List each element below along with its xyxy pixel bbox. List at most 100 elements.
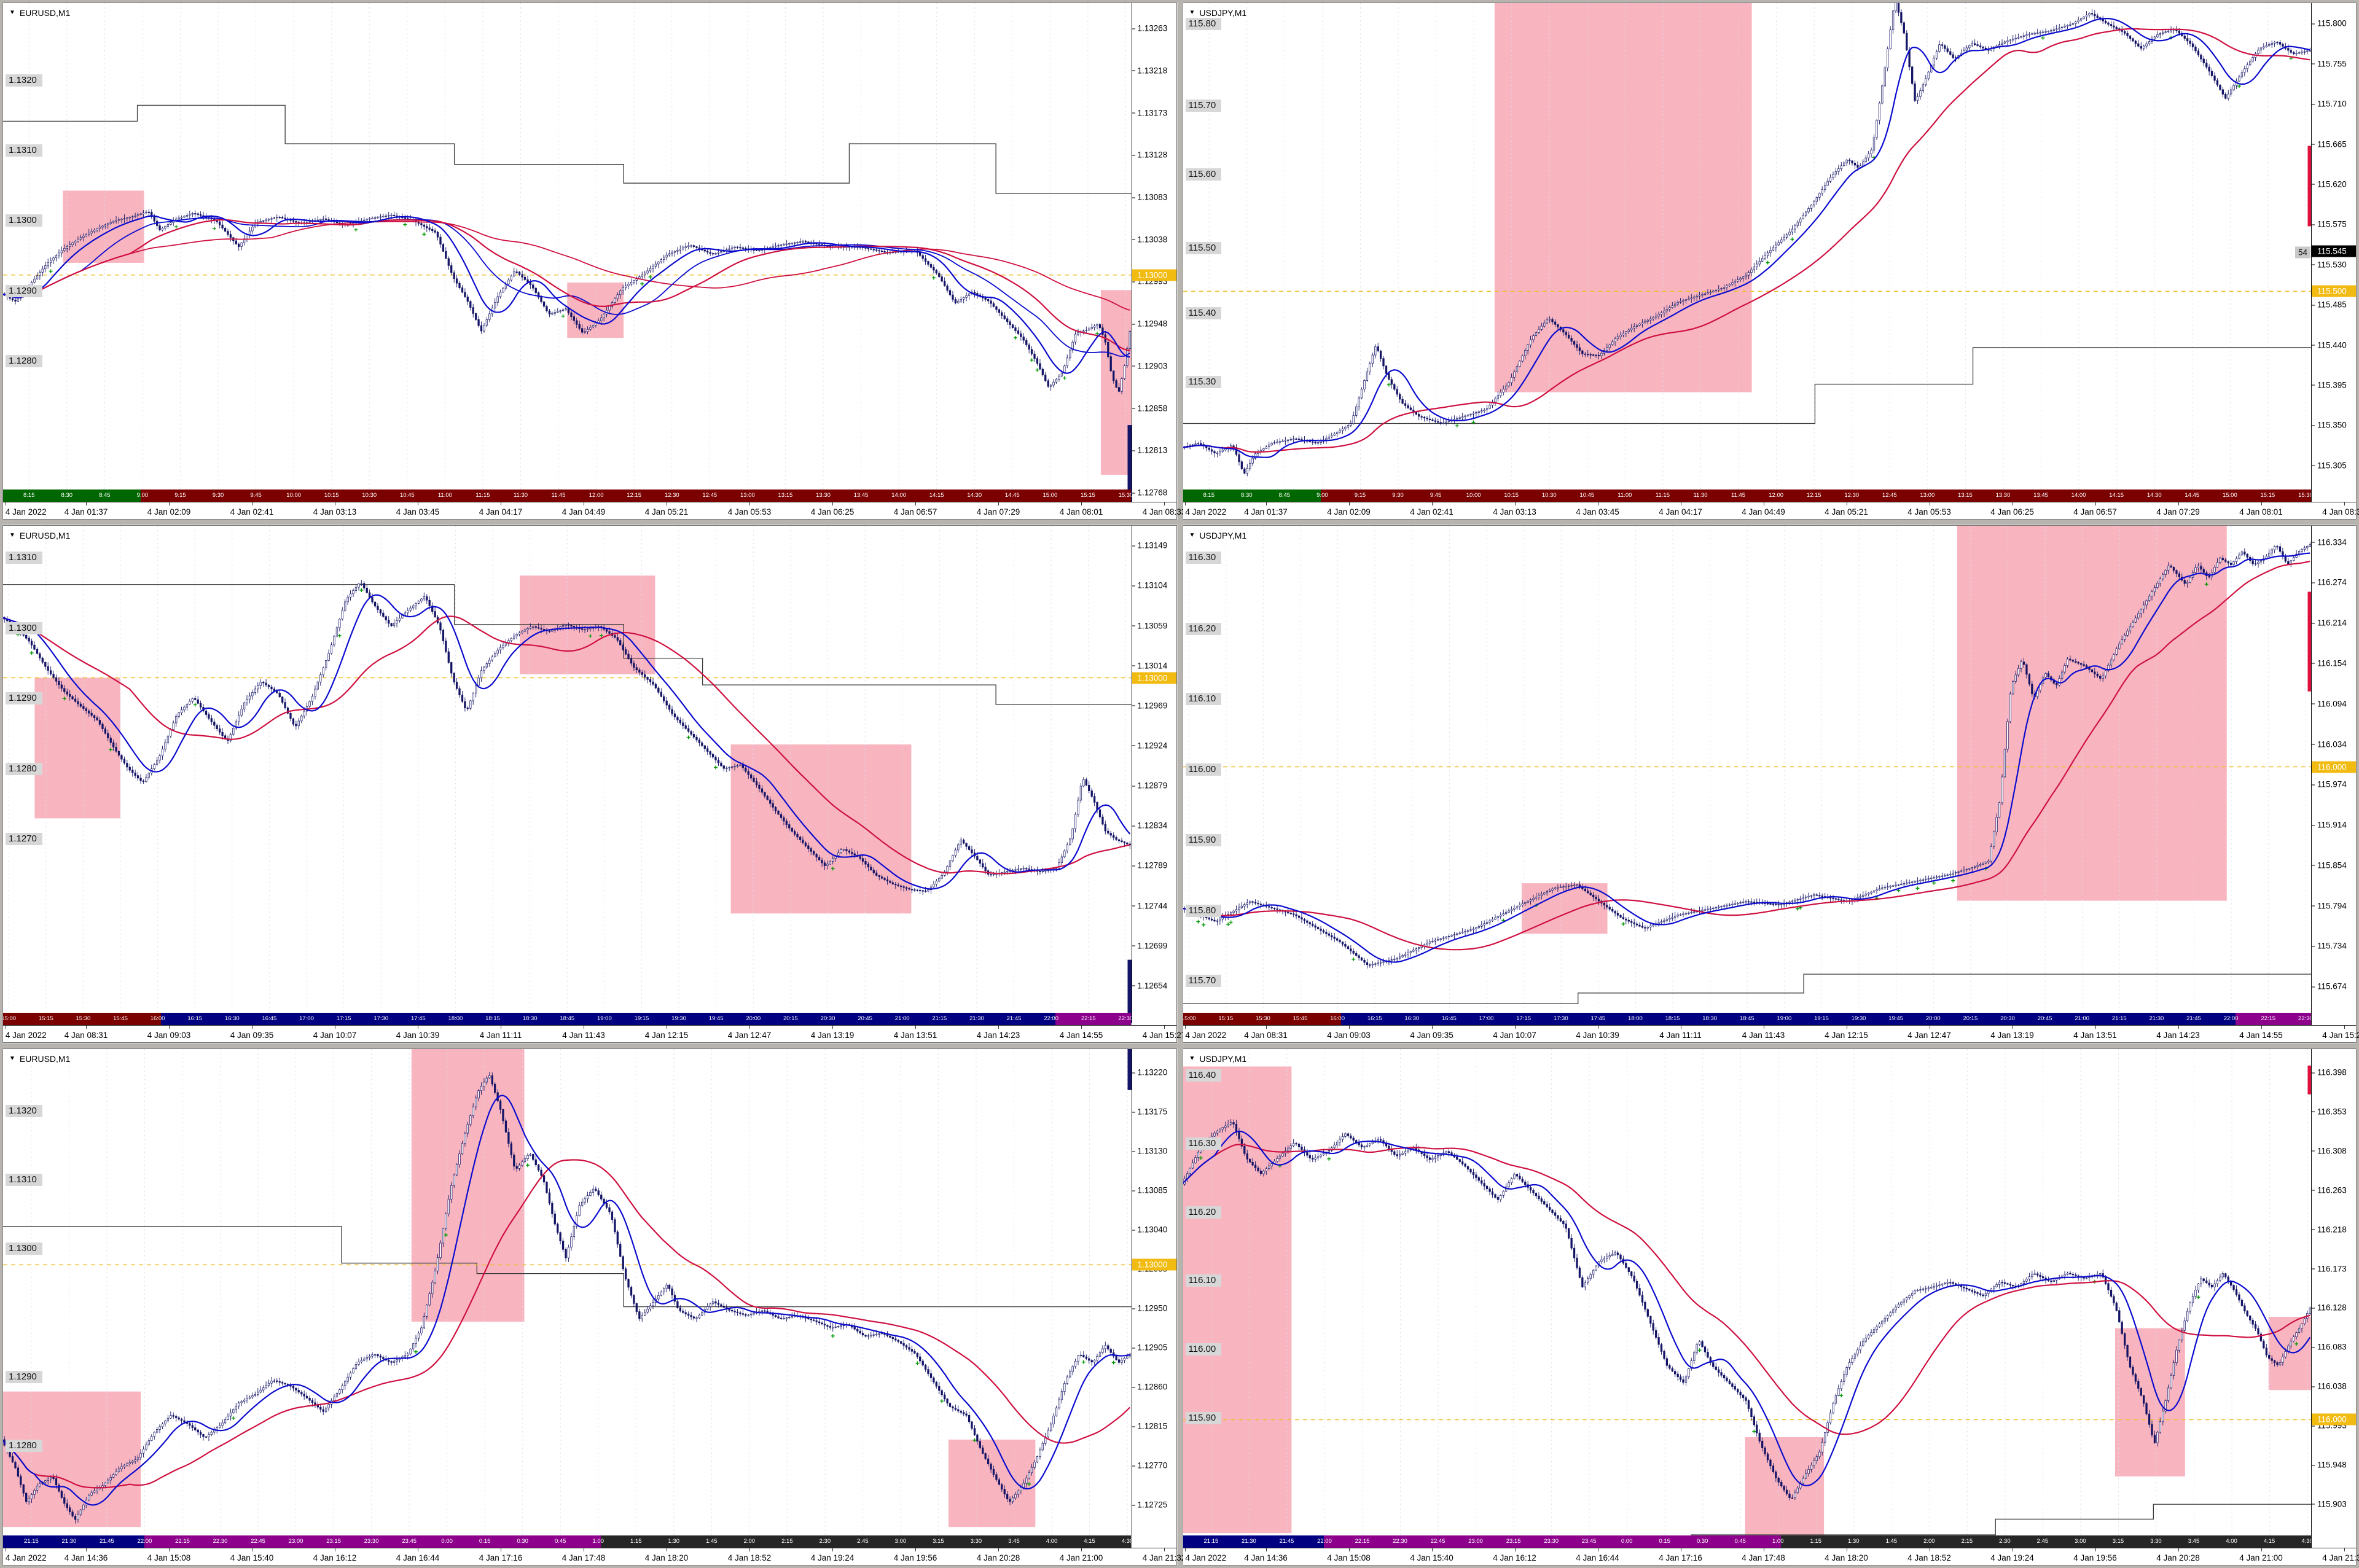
time-axis[interactable]: 4 Jan 2022 4 Jan 08:31 4 Jan 09:03 4 Jan 09… bbox=[3, 1025, 1186, 1042]
symbol-dropdown[interactable]: ▼ USDJPY,M1 bbox=[1189, 531, 1247, 540]
price-axis-label: 116.218 bbox=[2312, 1225, 2356, 1234]
price-axis-label: 1.12858 bbox=[1132, 404, 1176, 413]
session-time-tick: 22:00 bbox=[1317, 1537, 1332, 1545]
symbol-title: USDJPY,M1 bbox=[1199, 1053, 1247, 1064]
price-axis-label: 115.854 bbox=[2312, 860, 2356, 870]
session-time-tick: 15:30 bbox=[2298, 492, 2311, 499]
session-time-tick: 3:45 bbox=[2188, 1537, 2200, 1545]
session-time-tick: 10:15 bbox=[1504, 492, 1519, 499]
symbol-dropdown[interactable]: ▼ EURUSD,M1 bbox=[9, 1054, 70, 1064]
price-axis-label: 1.12813 bbox=[1132, 446, 1176, 455]
session-time-tick: 23:45 bbox=[402, 1537, 417, 1545]
chart-panel[interactable]: ▼ USDJPY,M1 115.80 115.70 115.60 115.50 115.4… bbox=[1182, 2, 2359, 520]
session-time-tick: 17:00 bbox=[1479, 1015, 1494, 1022]
price-axis[interactable]: 116.334 116.274 116.214 116.154 116.094 116.0… bbox=[2312, 526, 2356, 1025]
time-axis[interactable]: 4 Jan 2022 4 Jan 14:36 4 Jan 15:08 4 Jan 15… bbox=[1183, 1548, 2359, 1565]
symbol-dropdown[interactable]: ▼ USDJPY,M1 bbox=[1189, 8, 1247, 18]
time-axis[interactable]: 4 Jan 2022 4 Jan 01:37 4 Jan 02:09 4 Jan 02… bbox=[3, 502, 1186, 520]
time-axis-label: 4 Jan 2022 bbox=[5, 1030, 47, 1040]
time-axis-label: 4 Jan 2022 bbox=[5, 507, 47, 517]
session-time-tick: 9:00 bbox=[1316, 492, 1328, 499]
time-axis[interactable]: 4 Jan 2022 4 Jan 14:36 4 Jan 15:08 4 Jan 15… bbox=[3, 1548, 1186, 1565]
time-axis-label: 4 Jan 12:15 bbox=[644, 1030, 689, 1040]
session-segment bbox=[1780, 1535, 2311, 1548]
session-time-tick: 3:15 bbox=[2112, 1537, 2124, 1545]
session-time-tick: 9:30 bbox=[1392, 492, 1404, 499]
time-axis-label: 4 Jan 21:32 bbox=[1142, 1553, 1186, 1562]
time-tick bbox=[1081, 1548, 1082, 1551]
session-time-tick: 13:45 bbox=[853, 492, 869, 499]
time-axis-label: 4 Jan 10:39 bbox=[1576, 1030, 1619, 1040]
price-axis[interactable]: 1.13220 1.13175 1.13130 1.13085 1.13040 1.129… bbox=[1132, 1048, 1176, 1548]
price-axis-label: 115.794 bbox=[2312, 901, 2356, 910]
session-time-tick: 15:15 bbox=[38, 1015, 53, 1022]
bid-price-prefix-label: 54 bbox=[2294, 246, 2310, 259]
session-time-tick: 20:45 bbox=[858, 1015, 872, 1022]
price-axis-label: 115.350 bbox=[2312, 421, 2356, 430]
chart-panel[interactable]: ▼ EURUSD,M1 1.1320 1.1310 1.1300 1.1290 1.128… bbox=[2, 1048, 1186, 1566]
chart-canvas[interactable]: ▼ USDJPY,M1 115.80 115.70 115.60 115.50 115.4… bbox=[1183, 3, 2312, 502]
session-time-tick: 18:30 bbox=[1702, 1015, 1718, 1022]
chart-canvas[interactable]: ▼ EURUSD,M1 1.1310 1.1300 1.1290 1.1280 1.127… bbox=[3, 526, 1132, 1025]
chart-panel[interactable]: ▼ EURUSD,M1 1.1320 1.1310 1.1300 1.1290 1.128… bbox=[2, 2, 1186, 520]
symbol-dropdown[interactable]: ▼ EURUSD,M1 bbox=[9, 8, 70, 18]
symbol-dropdown[interactable]: ▼ USDJPY,M1 bbox=[1189, 1054, 1247, 1064]
session-time-tick: 17:15 bbox=[1516, 1015, 1531, 1022]
symbol-dropdown[interactable]: ▼ EURUSD,M1 bbox=[9, 531, 70, 540]
session-time-tick: 1:30 bbox=[1848, 1537, 1860, 1545]
session-time-tick: 3:00 bbox=[2075, 1537, 2086, 1545]
session-time-tick: 19:30 bbox=[671, 1015, 686, 1022]
time-axis-label: 4 Jan 21:32 bbox=[2322, 1553, 2359, 1562]
time-tick bbox=[1431, 1548, 1433, 1551]
chart-panel[interactable]: ▼ USDJPY,M1 116.40 116.30 116.20 116.10 116.0… bbox=[1182, 1048, 2359, 1566]
session-time-tick: 18:00 bbox=[1628, 1015, 1643, 1022]
session-time-tick: 9:30 bbox=[212, 492, 224, 499]
price-axis[interactable]: 116.398 116.353 116.308 116.263 116.218 116.1… bbox=[2312, 1048, 2356, 1548]
session-time-tick: 22:45 bbox=[1430, 1537, 1446, 1545]
price-axis[interactable]: 1.13263 1.13218 1.13173 1.13128 1.13083 1.130… bbox=[1132, 3, 1176, 502]
session-time-tick: 11:45 bbox=[551, 492, 566, 499]
round-level-label: 115.50 bbox=[1185, 241, 1222, 254]
session-time-tick: 15:15 bbox=[2260, 492, 2275, 499]
session-time-tick: 0:15 bbox=[479, 1537, 491, 1545]
session-time-tick: 21:15 bbox=[24, 1537, 39, 1545]
session-time-tick: 2:45 bbox=[857, 1537, 869, 1545]
time-axis[interactable]: 4 Jan 2022 4 Jan 01:37 4 Jan 02:09 4 Jan 02… bbox=[1183, 502, 2359, 520]
session-time-tick: 2:30 bbox=[1999, 1537, 2011, 1545]
time-axis[interactable]: 4 Jan 2022 4 Jan 08:31 4 Jan 09:03 4 Jan 09… bbox=[1183, 1025, 2359, 1042]
session-time-tick: 21:45 bbox=[1006, 1015, 1022, 1022]
round-number-price-label: 1.13000 bbox=[1132, 269, 1176, 281]
chart-canvas[interactable]: ▼ EURUSD,M1 1.1320 1.1310 1.1300 1.1290 1.128… bbox=[3, 1048, 1132, 1548]
price-axis-label: 1.13085 bbox=[1132, 1186, 1176, 1195]
price-axis-label: 115.710 bbox=[2312, 99, 2356, 109]
session-time-tick: 2:00 bbox=[1923, 1537, 1935, 1545]
price-axis[interactable]: 1.13149 1.13104 1.13059 1.13014 1.12969 1.129… bbox=[1132, 526, 1176, 1025]
time-axis-label: 4 Jan 03:45 bbox=[1576, 507, 1619, 517]
time-axis-label: 4 Jan 19:24 bbox=[810, 1553, 855, 1562]
round-level-label: 115.90 bbox=[1185, 834, 1222, 847]
chart-canvas[interactable]: ▼ EURUSD,M1 1.1320 1.1310 1.1300 1.1290 1.128… bbox=[3, 3, 1132, 502]
chart-canvas[interactable]: ▼ USDJPY,M1 116.30 116.20 116.10 116.00 115.9… bbox=[1183, 526, 2312, 1025]
time-axis-label: 4 Jan 08:31 bbox=[64, 1030, 108, 1040]
price-axis[interactable]: 115.800 115.755 115.710 115.665 115.620 115.5… bbox=[2294, 3, 2356, 502]
time-tick bbox=[2261, 502, 2262, 506]
chart-panel[interactable]: ▼ EURUSD,M1 1.1310 1.1300 1.1290 1.1280 1.127… bbox=[2, 525, 1186, 1043]
price-axis-label: 116.173 bbox=[2312, 1264, 2356, 1273]
session-segment bbox=[2235, 1012, 2311, 1025]
chart-panel[interactable]: ▼ USDJPY,M1 116.30 116.20 116.10 116.00 115.9… bbox=[1182, 525, 2359, 1043]
price-axis-label: 115.485 bbox=[2312, 300, 2356, 310]
session-time-tick: 22:15 bbox=[2261, 1015, 2276, 1022]
session-time-tick: 17:45 bbox=[410, 1015, 426, 1022]
price-axis-label: 1.13149 bbox=[1132, 541, 1176, 550]
time-tick bbox=[749, 1025, 750, 1029]
time-axis-label: 4 Jan 18:52 bbox=[727, 1553, 772, 1562]
price-axis-label: 115.974 bbox=[2312, 780, 2356, 789]
chart-canvas[interactable]: ▼ USDJPY,M1 116.40 116.30 116.20 116.10 116.0… bbox=[1183, 1048, 2312, 1548]
time-axis-label: 4 Jan 14:36 bbox=[1244, 1553, 1288, 1562]
session-time-tick: 11:15 bbox=[475, 492, 490, 499]
round-level-label: 1.1290 bbox=[6, 692, 42, 705]
time-tick bbox=[2344, 1025, 2345, 1029]
candlestick-chart bbox=[3, 526, 1132, 1023]
price-axis-label: 116.128 bbox=[2312, 1303, 2356, 1313]
session-time-tick: 23:15 bbox=[1506, 1537, 1521, 1545]
